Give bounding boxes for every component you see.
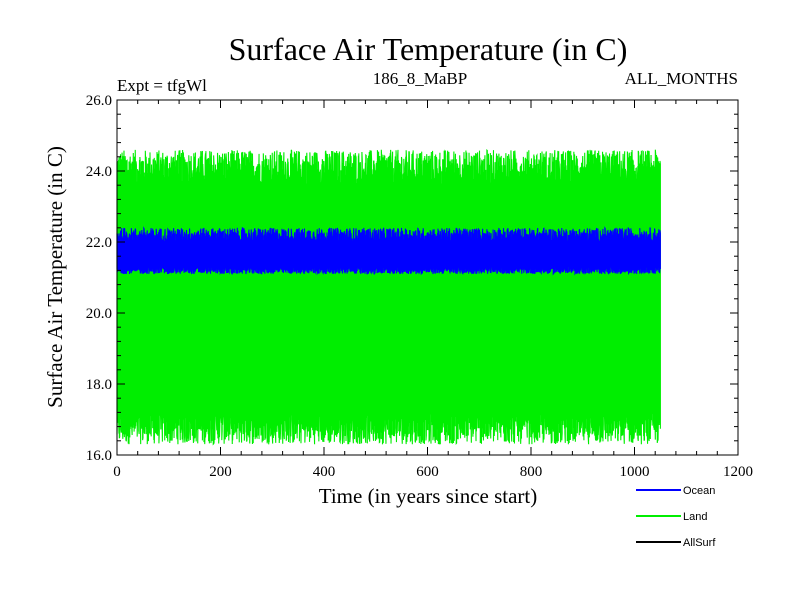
chart-title: Surface Air Temperature (in C) [229,31,628,67]
subtitle-experiment: Expt = tfgWl [117,76,207,95]
x-tick-label: 400 [313,464,336,480]
legend-label-land: Land [683,511,707,523]
series-land-line [116,148,661,446]
x-tick-label: 1000 [620,464,650,480]
legend: Ocean Land AllSurf [636,485,716,549]
y-tick-label: 20.0 [86,306,112,322]
plot-data [116,148,661,446]
subtitle-period: 186_8_MaBP [373,69,467,88]
x-axis-label: Time (in years since start) [319,484,538,508]
y-axis-label: Surface Air Temperature (in C) [43,146,67,408]
series-ocean-line [116,226,661,276]
y-tick-label: 24.0 [86,164,112,180]
axes: 0 200 400 600 800 1000 1200 16.0 18.0 20.0 22.0 24.… [86,93,753,480]
x-tick-label: 1200 [723,464,753,480]
y-tick-label: 22.0 [86,235,112,251]
y-tick-label: 18.0 [86,377,112,393]
x-tick-label: 800 [520,464,543,480]
subtitle-months: ALL_MONTHS [625,69,738,88]
y-tick-label: 26.0 [86,93,112,109]
legend-label-ocean: Ocean [683,485,715,497]
x-tick-label: 600 [416,464,439,480]
x-tick-label: 0 [113,464,121,480]
x-tick-label: 200 [209,464,232,480]
legend-label-allsurf: AllSurf [683,537,716,549]
y-tick-label: 16.0 [86,448,112,464]
